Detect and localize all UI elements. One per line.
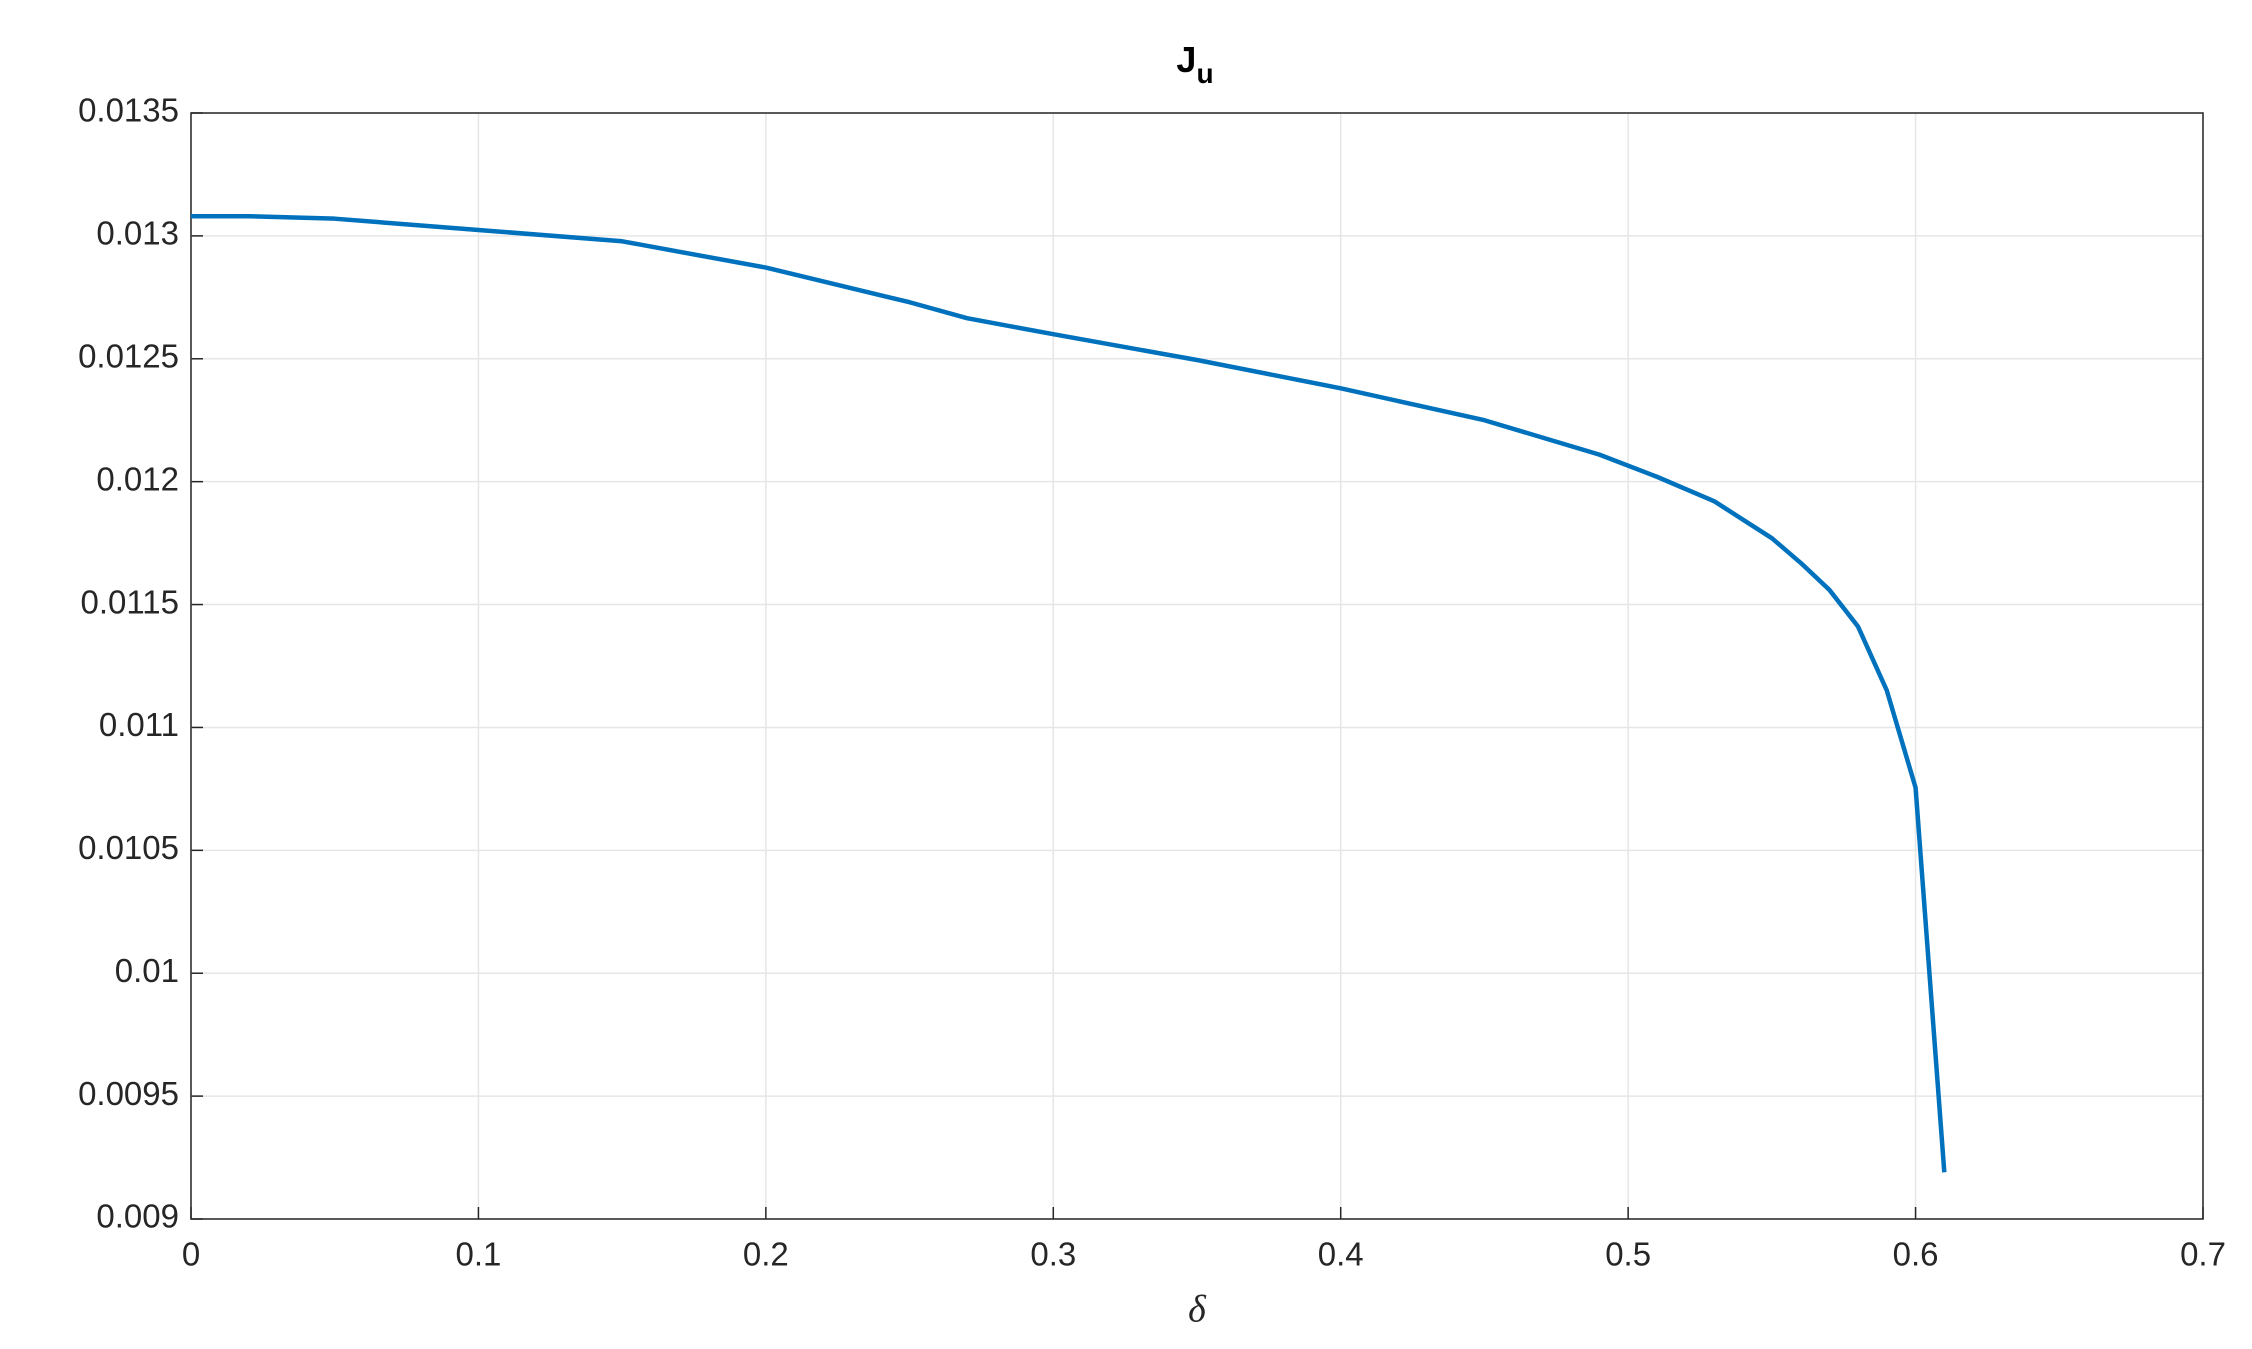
y-tick-label: 0.012 [96,460,179,497]
y-tick-label: 0.0105 [78,829,179,866]
y-tick-label: 0.0125 [78,337,179,374]
y-tick-label: 0.013 [96,215,179,252]
title-main: J [1176,39,1196,80]
title-subscript: u [1196,58,1213,89]
x-tick-label: 0.1 [455,1236,501,1273]
y-tick-label: 0.0115 [81,583,179,620]
x-tick-label: 0.5 [1605,1236,1651,1273]
x-axis-label: δ [1188,1289,1207,1331]
y-tick-label: 0.01 [115,952,179,989]
y-tick-label: 0.0095 [78,1075,179,1112]
x-tick-label: 0.7 [2180,1236,2226,1273]
x-tick-label: 0 [182,1236,200,1273]
x-tick-label: 0.4 [1318,1236,1364,1273]
plot-frame [190,112,2204,1220]
x-tick-label: 0.3 [1030,1236,1076,1273]
x-tick-label: 0.6 [1893,1236,1939,1273]
chart-title: Ju [1176,39,1213,90]
data-line [191,213,1947,1173]
y-tick-label: 0.011 [99,706,179,743]
y-tick-label: 0.009 [96,1198,179,1235]
y-tick-label: 0.0135 [78,92,179,129]
x-tick-label: 0.2 [743,1236,789,1273]
